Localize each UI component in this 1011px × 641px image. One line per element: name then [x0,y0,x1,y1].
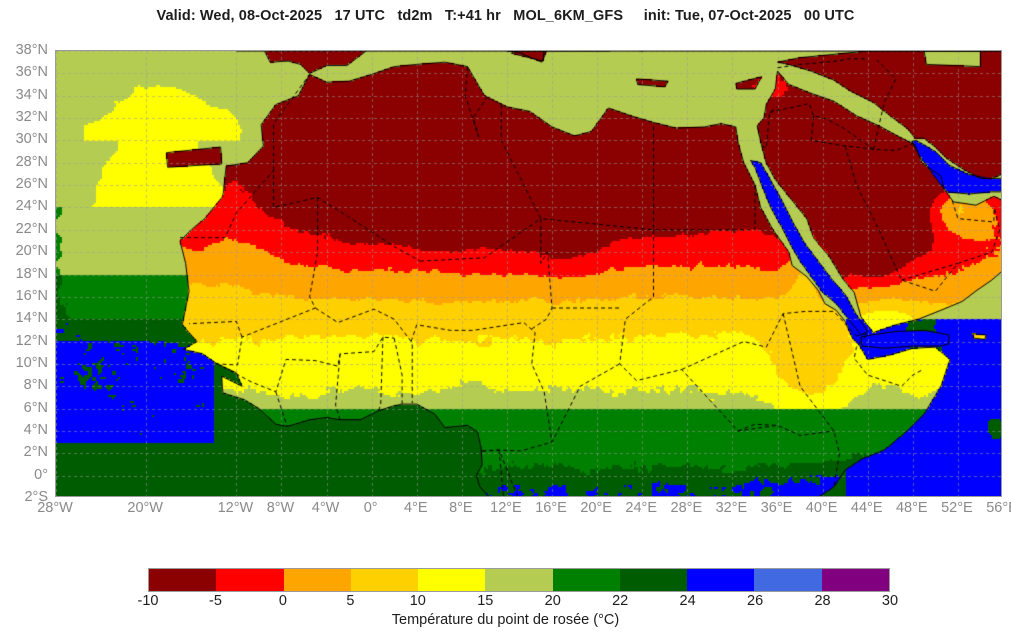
colorbar-band [619,569,688,591]
colorbar-caption: Température du point de rosée (°C) [391,612,620,628]
map-plot-area[interactable] [55,50,1002,497]
colorbar-band [485,569,553,591]
y-axis-tick: 12°N [15,332,48,349]
colorbar-tick: 5 [346,593,355,609]
y-axis-tick: 30°N [15,131,48,148]
colorbar-tick: 26 [747,593,764,609]
colorbar-bands [148,568,890,592]
colorbar-band [216,569,284,591]
colorbar-tick: 22 [612,593,629,609]
colorbar-band [149,569,217,591]
colorbar-tick-labels: -10 -5 0 5 10 15 20 22 24 26 28 30 [138,593,899,613]
x-axis-tick: 56°E [986,500,1011,516]
map-frame [55,50,1002,497]
colorbar-tick: 10 [409,593,426,609]
colorbar-band [350,569,419,591]
y-axis-tick: 4°N [23,421,48,438]
colorbar-band [552,569,620,591]
colorbar-tick: 0 [278,593,287,609]
x-axis-tick: 36°E [760,500,793,516]
y-axis-tick: 16°N [15,287,48,304]
x-axis-tick: 48°E [895,500,928,516]
x-axis-tick: 52°E [941,500,973,516]
x-axis-tick: 16°E [535,500,567,516]
colorbar[interactable] [148,568,890,592]
x-axis-tick: 28°W [37,500,73,516]
x-axis-tick: 24°E [625,500,658,516]
y-axis-tick: 36°N [15,64,48,81]
x-axis-tick: 4°W [311,500,340,516]
y-axis-tick: 34°N [15,86,48,103]
y-axis-tick: 24°N [15,198,48,215]
y-axis-tick: 26°N [15,176,48,193]
x-axis-tick: 44°E [850,500,883,516]
y-axis-tick: 2°N [23,444,48,461]
x-axis-labels: 28°W 20°W 12°W 8°W 4°W 0° 4°E 8°E 12°E 16°E 20°E 24… [37,500,1011,524]
x-axis-tick: 40°E [805,500,838,516]
x-axis-tick: 32°E [715,500,748,516]
x-axis-tick: 20°E [580,500,612,516]
y-axis-tick: 6°N [23,399,48,416]
y-axis-tick: 14°N [15,310,48,327]
colorbar-band [754,569,822,591]
colorbar-tick: -5 [209,593,222,609]
x-axis-tick: 28°E [670,500,703,516]
x-axis-tick: 12°W [217,500,254,516]
page-title: Valid: Wed, 08-Oct-2025 17 UTC td2m T:+4… [156,8,855,24]
colorbar-tick: 30 [881,593,899,609]
x-axis-tick: 0° [363,500,378,516]
y-axis-tick: 28°N [15,153,48,170]
y-axis-tick: 20°N [15,243,48,260]
x-axis-tick: 4°E [403,500,428,516]
y-axis-tick: 8°N [23,377,48,394]
colorbar-tick: 15 [477,593,494,609]
x-axis-tick: 8°E [449,500,473,516]
colorbar-band [283,569,351,591]
colorbar-tick: -10 [137,593,159,609]
y-axis-tick: 32°N [15,109,48,126]
y-axis-labels: 38°N 36°N 34°N 32°N 30°N 28°N 26°N 24°N 22°N 20°N… [0,42,52,505]
colorbar-tick: 20 [544,593,561,609]
x-axis-tick: 20°W [127,500,163,516]
y-axis-tick: 22°N [15,220,48,237]
colorbar-band [821,569,889,591]
x-axis-tick: 12°E [490,500,522,516]
y-axis-tick: 0° [34,466,48,483]
colorbar-tick: 28 [814,593,831,609]
colorbar-band [687,569,755,591]
lat-lon-grid [56,51,1001,496]
y-axis-tick: 38°N [15,42,48,58]
colorbar-tick: 24 [679,593,696,609]
y-axis-tick: 10°N [15,354,48,371]
colorbar-band [418,569,486,591]
y-axis-tick: 2°S [24,489,48,505]
x-axis-tick: 8°W [266,500,295,516]
y-axis-tick: 18°N [15,265,48,282]
